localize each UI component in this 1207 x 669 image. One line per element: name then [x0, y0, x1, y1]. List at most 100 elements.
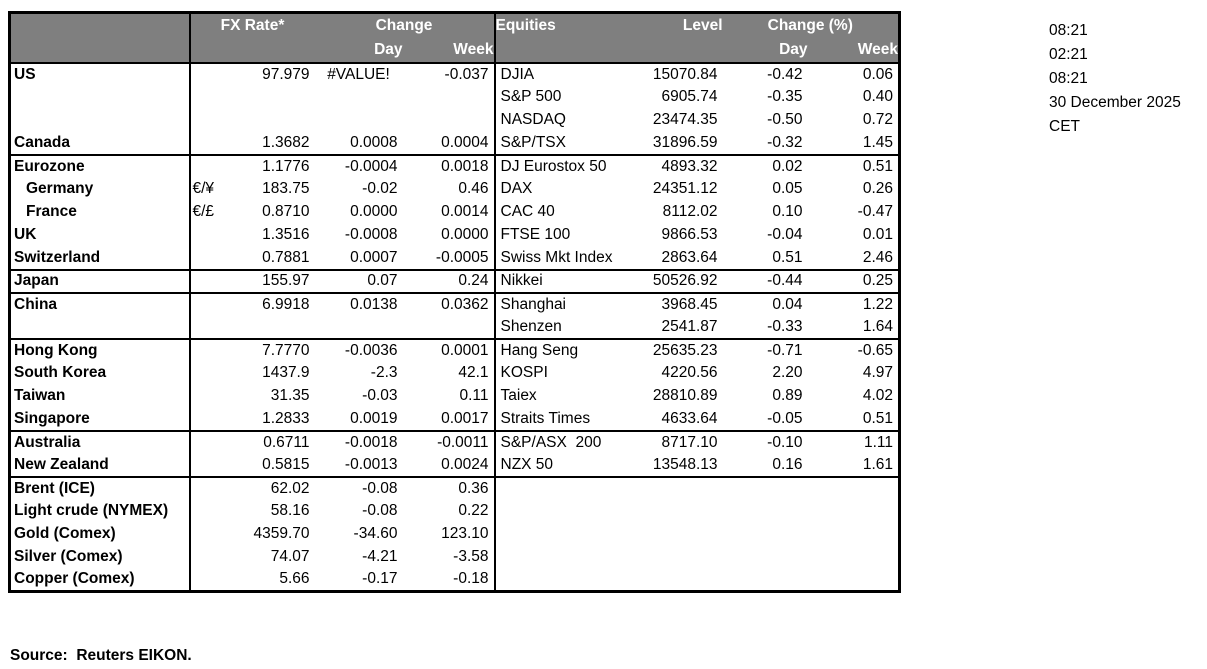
row-label: Eurozone: [9, 154, 191, 178]
currency-pair-label: [190, 500, 228, 523]
timezone-label: CET: [1049, 118, 1080, 135]
row-label: US: [9, 62, 191, 86]
currency-pair-label: [189, 453, 228, 478]
row-label: Hong Kong: [9, 338, 191, 362]
currency-pair-label: [190, 155, 228, 178]
equity-name: Straits Times: [494, 407, 643, 432]
fx-rate-value: 0.7881: [227, 246, 315, 271]
equity-name: Nikkei: [494, 269, 643, 294]
fx-rate-value: 6.9918: [262, 295, 310, 313]
fx-day-change-value: [315, 86, 403, 109]
currency-pair-label: €/¥: [192, 180, 215, 197]
equity-week-change-value: [808, 546, 900, 569]
fx-rate-value: 155.97: [227, 269, 315, 294]
equity-level-value: 15070.84: [652, 65, 718, 83]
currency-pair-label: [190, 546, 228, 569]
table-row: Brent (ICE) 62.02 -0.08 0.36: [9, 476, 900, 500]
row-label: [9, 315, 191, 340]
fx-rate-value: 7.7770: [262, 341, 310, 359]
equity-name: [495, 523, 643, 546]
row-label: Silver (Comex): [9, 545, 191, 569]
equity-name: S&P/ASX 200: [500, 433, 602, 451]
equity-level-value: 8112.02: [662, 203, 718, 220]
currency-pair-label: [190, 431, 228, 454]
equity-day-change-value: -0.71: [767, 341, 803, 359]
equity-level-value: [643, 500, 723, 523]
table-row: France €/£ 0.8710 0.0000 0.0014 CAC 40 8112.02…: [9, 200, 900, 224]
table-row: New Zealand 0.5815 -0.0013 0.0024 NZX 50 1354…: [9, 453, 900, 478]
equity-week-change-value: 0.51: [862, 157, 893, 175]
table-row: Switzerland 0.7881 0.0007 -0.0005 Swiss Mkt …: [9, 246, 900, 271]
fx-week-header: Week: [402, 37, 496, 64]
row-label: UK: [9, 223, 191, 247]
table-row: Copper (Comex) 5.66 -0.17 -0.18: [9, 568, 900, 592]
fx-week-change-value: 0.11: [402, 384, 496, 408]
equity-day-change-value: 2.20: [772, 364, 803, 381]
table-row: S&P 500 6905.74 -0.35 0.40: [9, 85, 900, 109]
currency-pair-label: €/£: [192, 203, 215, 220]
fx-rate-value: 0.8710: [262, 203, 310, 220]
equity-week-change-value: -0.65: [857, 341, 893, 359]
fx-week-change-value: 0.0001: [402, 338, 496, 362]
table-row: Gold (Comex) 4359.70 -34.60 123.10: [9, 522, 900, 546]
table-row: Singapore 1.2833 0.0019 0.0017 Straits Times…: [9, 407, 900, 432]
fx-rate-value: 74.07: [270, 548, 310, 565]
row-label: Singapore: [9, 407, 191, 432]
equity-level-value: [643, 569, 723, 592]
equity-day-change-value: 0.51: [722, 246, 808, 271]
equity-week-change-value: 0.51: [807, 407, 900, 432]
equity-level-value: 4220.56: [661, 364, 718, 381]
fx-week-change-value: -0.18: [402, 568, 496, 592]
equity-level-value: 6905.74: [661, 88, 718, 105]
source-line: Source: Reuters EIKON.: [10, 647, 192, 664]
fx-week-change-value: [402, 315, 496, 340]
fx-rate-value: [227, 315, 315, 340]
equities-subheader-spacer: [494, 37, 643, 64]
currency-pair-label: [190, 339, 228, 362]
fx-week-change-value: 0.0014: [402, 200, 496, 224]
equity-day-change-value: -0.32: [722, 131, 808, 156]
currency-pair-label: [189, 269, 228, 294]
fx-rate-value: 5.66: [279, 570, 310, 588]
table-row: NASDAQ 23474.35 -0.50 0.72: [9, 108, 900, 132]
fx-rate-value: [228, 109, 315, 132]
fx-week-change-value: 0.0024: [402, 453, 496, 478]
fx-day-change-value: -0.0036: [344, 341, 398, 359]
level-header: Level: [642, 12, 723, 38]
row-label: France: [9, 200, 191, 224]
fx-week-change-value: 0.46: [402, 177, 496, 201]
equity-week-change-value: 2.46: [807, 246, 900, 271]
equity-level-value: 2863.64: [642, 246, 723, 271]
equity-day-change-value: -0.50: [767, 111, 803, 128]
equity-day-change-value: [723, 569, 808, 592]
equity-week-change-value: 1.11: [863, 433, 893, 451]
fx-week-change-value: [402, 85, 496, 109]
equity-level-value: [643, 546, 723, 569]
equity-name: KOSPI: [500, 364, 548, 381]
fx-day-change-value: -0.0013: [314, 453, 403, 478]
row-label: Copper (Comex): [9, 568, 191, 592]
fx-day-change-value: -34.60: [353, 525, 398, 542]
row-label: Australia: [9, 430, 191, 454]
corner-cell-2: [9, 37, 191, 64]
table-row: Light crude (NYMEX) 58.16 -0.08 0.22: [9, 499, 900, 523]
fx-day-change-value: 0.0019: [314, 407, 403, 432]
fx-week-change-value: 42.1: [402, 361, 496, 385]
equity-day-change-value: 0.16: [722, 453, 808, 478]
fx-rate-value: 1.3682: [227, 131, 315, 156]
currency-pair-label: [189, 407, 228, 432]
equity-day-change-value: -0.10: [767, 433, 803, 451]
table-row: China 6.9918 0.0138 0.0362 Shanghai 3968.45 0.…: [9, 292, 900, 316]
fx-rate-value: [228, 86, 315, 109]
equity-name: S&P/TSX: [494, 131, 643, 156]
fx-week-change-value: 0.22: [402, 499, 496, 523]
fx-day-change-value: #VALUE!: [327, 65, 390, 83]
currency-pair-label: [190, 362, 228, 385]
fx-day-change-value: 0.07: [314, 269, 403, 294]
equity-week-change-value: 1.22: [862, 295, 893, 313]
fx-rate-value: 97.979: [262, 65, 310, 83]
fx-day-header: Day: [314, 37, 403, 64]
market-summary-table: FX Rate* Change Equities Level Change (%…: [8, 11, 901, 593]
table-row: Canada 1.3682 0.0008 0.0004 S&P/TSX 31896.59-…: [9, 131, 900, 156]
fx-day-change-value: -0.02: [362, 180, 398, 197]
